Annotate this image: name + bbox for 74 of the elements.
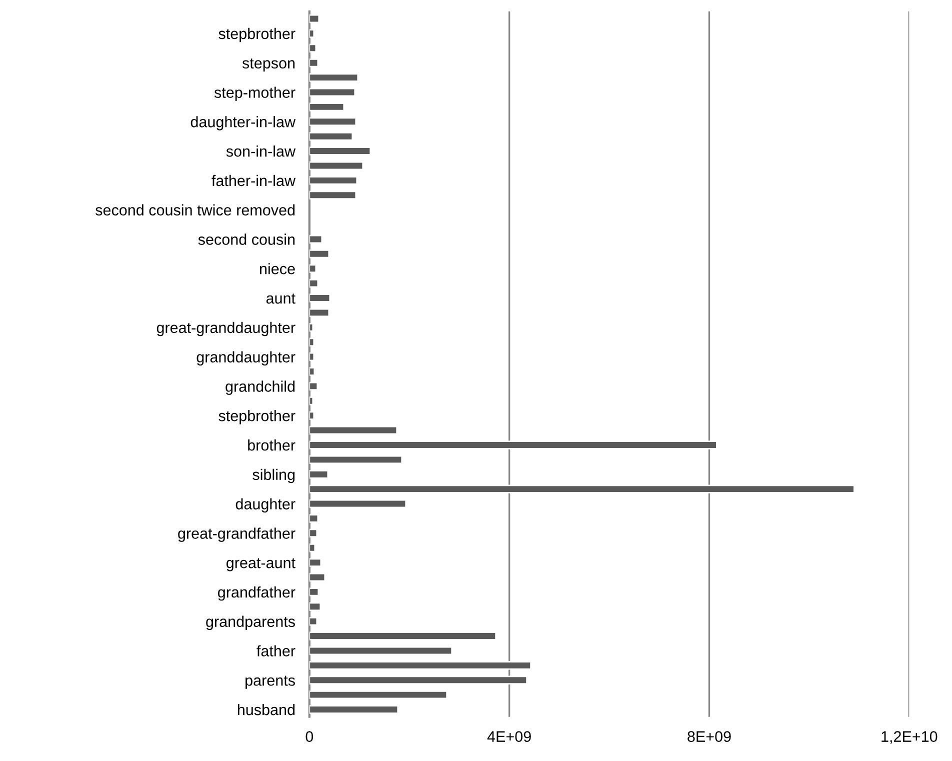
bar <box>309 190 357 200</box>
bar <box>309 352 315 362</box>
y-tick-label: daughter <box>236 498 296 512</box>
y-tick-label: father-in-law <box>212 174 296 186</box>
bar <box>309 117 357 126</box>
bar <box>309 382 318 391</box>
bar <box>309 250 330 258</box>
bar <box>309 484 855 494</box>
bar <box>309 323 314 332</box>
bar <box>309 88 356 97</box>
bar <box>309 588 320 596</box>
bar <box>309 705 399 714</box>
bar <box>309 29 315 38</box>
bar <box>309 102 345 112</box>
y-tick-label: second cousin twice removed <box>96 204 295 216</box>
y-tick-label: great-aunt <box>226 558 296 572</box>
x-tick-label: 8E+09 <box>688 731 731 742</box>
bar <box>309 632 497 640</box>
bar <box>309 14 320 24</box>
bar <box>309 73 359 82</box>
bar <box>309 455 403 464</box>
y-tick-label: aunt <box>266 294 296 304</box>
bar <box>309 132 354 141</box>
y-tick-label: great-granddaughter <box>156 322 296 336</box>
bar <box>309 308 330 318</box>
bar <box>309 470 329 479</box>
y-tick-label: grandfather <box>218 586 296 601</box>
y-tick-label: stepbrother <box>218 28 296 42</box>
y-tick-label: father <box>256 645 296 656</box>
bar <box>309 338 315 346</box>
x-tick-label: 4E+09 <box>487 731 531 742</box>
y-tick-label: niece <box>260 263 295 274</box>
bar <box>309 396 314 406</box>
bar <box>309 499 407 508</box>
bar <box>309 234 323 244</box>
bar <box>309 146 372 156</box>
y-tick-label: second cousin <box>198 234 295 245</box>
y-tick-label: grandchild <box>226 380 295 395</box>
bar <box>309 176 358 185</box>
bar <box>309 294 331 302</box>
bar <box>309 58 319 68</box>
bar <box>309 161 364 170</box>
bar <box>309 264 317 273</box>
y-tick-label: great-grandfather <box>178 528 296 542</box>
bar <box>309 411 315 420</box>
bar <box>309 543 316 552</box>
x-tick-label: 1,2E+10 <box>882 731 938 744</box>
bar <box>309 44 317 53</box>
bar <box>309 440 718 450</box>
bar <box>309 661 532 670</box>
y-tick-label: stepbrother <box>218 410 296 424</box>
y-tick-label: daughter-in-law <box>190 116 296 130</box>
y-tick-label: husband <box>238 704 295 716</box>
bar <box>309 602 322 612</box>
bar <box>309 690 448 700</box>
y-tick-label: son-in-law <box>226 146 296 157</box>
y-tick-label: step-mother <box>214 86 296 101</box>
bar <box>309 528 318 538</box>
bar <box>309 676 528 684</box>
bar <box>309 514 319 523</box>
bar <box>309 426 398 435</box>
y-tick-label: stepson <box>242 58 295 72</box>
bar <box>309 572 326 582</box>
bar <box>309 278 319 288</box>
bar <box>309 558 322 567</box>
y-tick-label: parents <box>246 676 295 689</box>
y-tick-label: granddaughter <box>196 351 296 366</box>
y-tick-label: grandparents <box>206 616 295 630</box>
y-tick-label: sibling <box>252 468 295 484</box>
bar <box>309 616 318 626</box>
bar <box>309 646 453 656</box>
x-tick-label: 0 <box>306 731 314 742</box>
bar <box>309 367 316 376</box>
y-tick-label: brother <box>248 439 296 451</box>
